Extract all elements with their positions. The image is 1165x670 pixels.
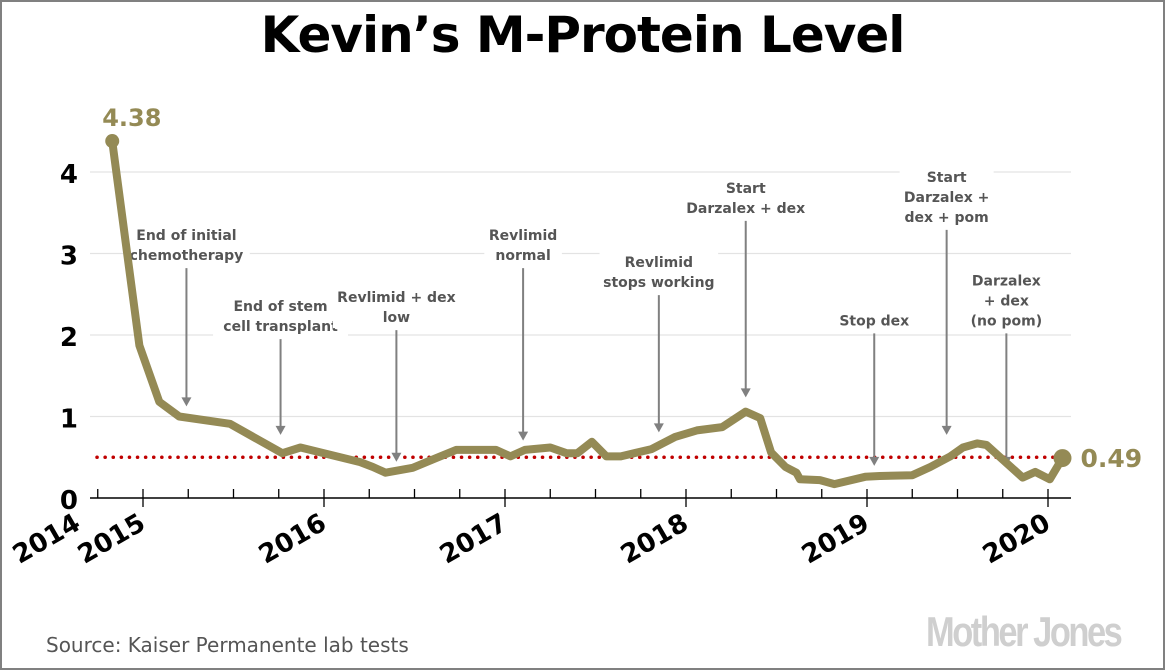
annotation-text: chemotherapy (130, 248, 244, 264)
chart-title: Kevin’s M-Protein Level (260, 6, 906, 64)
x-tick-label: 2017 (435, 508, 513, 570)
series-line (108, 137, 1067, 489)
annotation-arrowhead (941, 425, 952, 435)
annotation-text: Darzalex (972, 273, 1041, 289)
source-note: Source: Kaiser Permanente lab tests (46, 633, 409, 657)
annotation-text: Start (927, 170, 967, 186)
annotation: Revlimid stops working (599, 251, 719, 433)
annotation-arrowhead (740, 388, 751, 398)
annotation: End of stem cell transplant (213, 295, 349, 435)
annotation: Start Darzalex + dex + pom (899, 165, 994, 435)
annotation-text: Stop dex (839, 313, 909, 329)
annotation-text: End of stem (233, 299, 327, 315)
annotation: Stop dex (835, 309, 914, 466)
annotation-text: Darzalex + dex (686, 201, 805, 217)
annotation-text: stops working (603, 275, 714, 291)
y-tick-label: 3 (60, 242, 78, 272)
annotation-arrowhead (181, 397, 192, 407)
publisher-logo: Mother Jones (926, 608, 1123, 655)
annotation-arrowhead (869, 456, 880, 466)
annotation-text: Start (726, 181, 766, 197)
annotation-bg (967, 269, 1046, 332)
y-tick-label: 2 (60, 323, 78, 353)
annotation-bg (123, 224, 250, 267)
x-tick-label: 2018 (616, 508, 694, 570)
y-tick-label: 4 (60, 160, 78, 190)
annotation-text: Revlimid + dex (337, 290, 455, 306)
annotation-bg (835, 309, 914, 332)
annotation-text: normal (495, 248, 550, 264)
annotation-arrowhead (653, 423, 664, 433)
annotation: Revlimid + dex low (333, 286, 460, 462)
series-group (108, 137, 1067, 489)
annotation-arrowhead (518, 431, 529, 441)
annotations: End of initial chemotherapy End of stem cel… (123, 165, 1046, 466)
annotation-text: End of initial (136, 228, 236, 244)
annotation-text: low (383, 310, 410, 326)
annotation-bg (213, 295, 349, 338)
x-tick-label: 2014 (8, 508, 86, 570)
endpoint-labels: 4.38 0.49 (102, 104, 1142, 473)
annotation: Revlimid normal (484, 224, 562, 441)
x-tick-label: 2015 (73, 508, 151, 570)
annotation-text: (no pom) (971, 313, 1042, 329)
annotation-bg (682, 176, 810, 219)
annotation-arrowhead (275, 425, 286, 435)
annotation: End of initial chemotherapy (123, 224, 250, 407)
annotation-text: + dex (984, 293, 1029, 309)
annotation-text: Revlimid (489, 228, 557, 244)
x-tick-label: 2020 (978, 508, 1056, 570)
x-tick-label: 2016 (254, 508, 332, 570)
x-tick-label: 2019 (797, 508, 875, 570)
data-label: 4.38 (102, 104, 161, 132)
annotation: Start Darzalex + dex (682, 176, 810, 398)
data-label: 0.49 (1080, 444, 1142, 473)
annotation-text: dex + pom (905, 210, 989, 226)
annotation-text: cell transplant (223, 319, 338, 335)
annotation-text: Darzalex + (904, 190, 990, 206)
annotation-bg (599, 251, 719, 294)
annotation: Darzalex + dex (no pom) (967, 269, 1046, 466)
endpoint-marker (105, 134, 120, 149)
annotation-text: Revlimid (625, 255, 693, 271)
annotation-arrowhead (391, 452, 402, 462)
annotation-bg (333, 286, 460, 329)
endpoint-marker (1053, 449, 1072, 468)
y-axis: 0 1 2 3 4 (60, 160, 78, 516)
y-tick-label: 1 (60, 405, 78, 435)
annotation-bg (484, 224, 562, 267)
annotation-bg (899, 165, 994, 228)
y-tick-label: 0 (60, 486, 78, 516)
